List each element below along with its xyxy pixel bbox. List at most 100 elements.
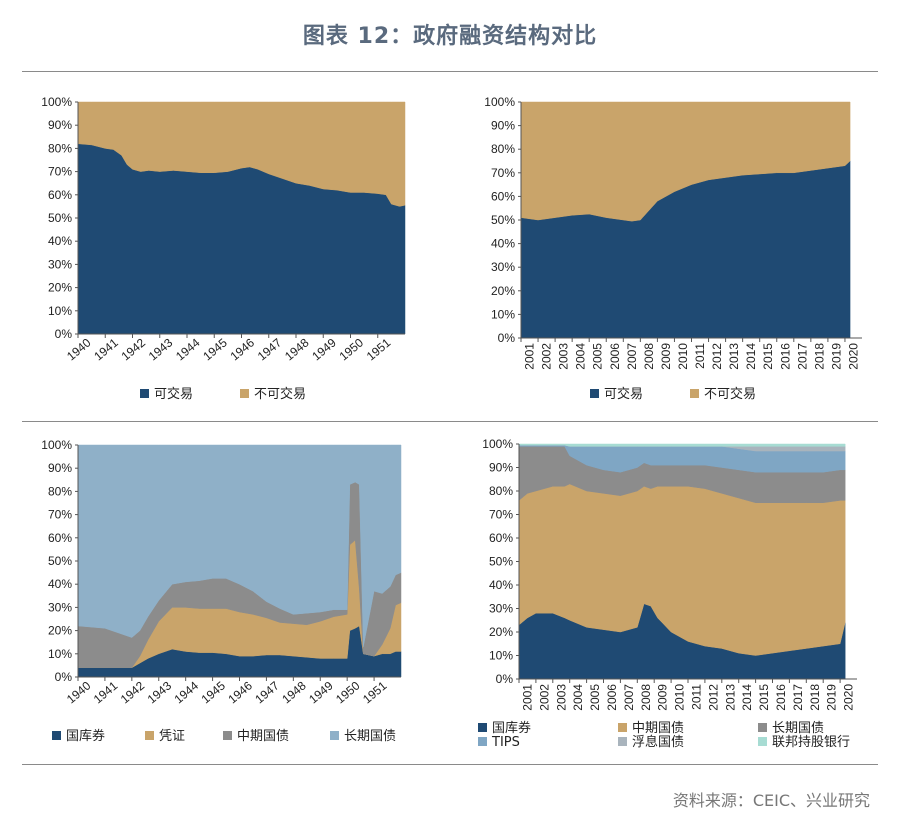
y-tick-label: 70% [491,166,515,180]
y-tick-label: 30% [489,602,513,616]
x-tick-label: 2019 [825,684,839,711]
x-tick-label: 1945 [199,678,229,706]
y-tick-label: 0% [498,331,516,345]
x-tick-label: 2015 [761,343,775,370]
x-tick-label: 2001 [520,684,534,711]
y-tick-label: 40% [489,578,513,592]
x-tick-label: 2018 [812,343,826,370]
x-tick-label: 2010 [676,343,690,370]
chart-2: 0%10%20%30%40%50%60%70%80%90%100%2001 200… [484,95,862,402]
x-tick-label: 2002 [540,343,554,370]
y-tick-label: 20% [48,281,72,295]
x-tick-label: 2015 [757,684,771,711]
y-tick-label: 40% [48,234,72,248]
legend-swatch-可交易 [140,389,149,398]
y-tick-label: 40% [491,237,515,251]
y-tick-label: 90% [48,461,72,475]
chart-4: 0%10%20%30%40%50%60%70%80%90%100%2001 200… [478,437,857,750]
y-tick-label: 10% [48,304,72,318]
x-tick-label: 2005 [588,684,602,711]
legend-swatch-长期国债 [330,731,339,740]
x-tick-label: 2006 [608,343,622,370]
x-tick-label: 1942 [119,335,149,363]
x-tick-label: 2012 [710,343,724,370]
y-tick-label: 0% [496,672,514,686]
y-tick-label: 50% [491,213,515,227]
x-tick-label: 2014 [740,684,754,711]
legend-label-不可交易: 不可交易 [704,386,756,402]
y-tick-label: 50% [489,555,513,569]
x-tick-label: 2016 [774,684,788,711]
legend-swatch-中期国债 [223,731,232,740]
y-tick-label: 60% [491,189,515,203]
y-tick-label: 10% [48,647,72,661]
legend-swatch-国库券 [52,731,61,740]
legend-label-凭证: 凭证 [159,729,185,744]
x-tick-label: 1944 [173,335,203,363]
x-tick-label: 2010 [673,684,687,711]
x-tick-label: 2008 [642,343,656,370]
legend-swatch-长期国债 [758,723,767,732]
x-tick-label: 1946 [228,335,258,363]
x-tick-label: 2007 [625,343,639,370]
y-tick-label: 80% [491,142,515,156]
y-tick-label: 20% [489,625,513,639]
legend-swatch-凭证 [145,731,154,740]
x-tick-label: 2017 [795,343,809,370]
y-tick-label: 90% [489,461,513,475]
x-tick-label: 1945 [200,335,230,363]
y-tick-label: 100% [41,438,72,452]
x-tick-label: 1941 [91,678,121,706]
top-divider [22,71,878,72]
y-tick-label: 70% [48,508,72,522]
legend-label-不可交易: 不可交易 [254,386,306,402]
x-tick-label: 1947 [255,335,285,363]
area-联邦持股银行 [518,443,846,447]
x-tick-label: 2001 [523,343,537,370]
legend-swatch-联邦持股银行 [758,737,767,746]
y-tick-label: 20% [491,284,515,298]
x-tick-label: 2013 [727,343,741,370]
x-tick-label: 1951 [360,678,390,706]
legend-label-可交易: 可交易 [604,386,643,402]
chart-1: 0%10%20%30%40%50%60%70%80%90%100%1940194… [41,95,406,402]
legend-swatch-中期国债 [618,723,627,732]
x-tick-label: 2013 [723,684,737,711]
legend-label-联邦持股银行: 联邦持股银行 [772,735,850,750]
legend-swatch-国库券 [478,723,487,732]
y-tick-label: 60% [489,531,513,545]
y-tick-label: 0% [55,670,73,684]
figure-title: 图表 12：政府融资结构对比 [302,24,598,49]
source-note: 资料来源：CEIC、兴业研究 [672,791,870,810]
x-tick-label: 2006 [605,684,619,711]
y-tick-label: 50% [48,211,72,225]
x-tick-label: 2009 [659,343,673,370]
y-tick-label: 10% [489,649,513,663]
x-tick-label: 2020 [846,343,860,370]
legend-swatch-不可交易 [690,389,699,398]
x-tick-label: 2019 [829,343,843,370]
middle-divider [22,421,878,422]
x-tick-label: 2012 [706,684,720,711]
x-tick-label: 1949 [309,335,339,363]
x-tick-label: 2020 [842,684,856,711]
y-tick-label: 80% [489,484,513,498]
y-tick-label: 90% [491,119,515,133]
x-tick-label: 2004 [571,684,585,711]
y-tick-label: 30% [491,260,515,274]
y-tick-label: 100% [41,95,72,109]
y-tick-label: 10% [491,307,515,321]
x-tick-label: 2011 [689,684,703,710]
y-tick-label: 20% [48,624,72,638]
x-tick-label: 2003 [557,343,571,370]
legend-label-TIPS: TIPS [491,735,520,750]
x-tick-label: 2007 [622,684,636,711]
x-tick-label: 2011 [693,343,707,369]
x-tick-label: 2002 [537,684,551,711]
y-tick-label: 0% [55,327,73,341]
area-不可交易 [520,101,851,222]
x-tick-label: 1944 [172,678,202,706]
legend-label-中期国债: 中期国债 [632,721,684,736]
y-tick-label: 60% [48,188,72,202]
